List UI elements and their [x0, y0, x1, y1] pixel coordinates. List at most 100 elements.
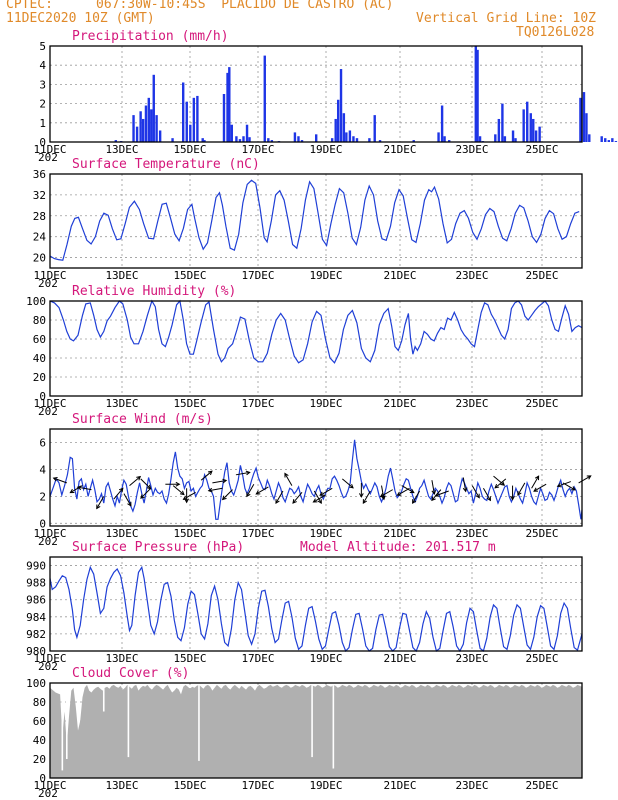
precipitation-bar [147, 97, 150, 142]
wind-arrow-head [255, 490, 261, 495]
temperature-y-tick: 20 [33, 252, 46, 265]
precipitation-x-tick: 17DEC [241, 143, 274, 156]
precipitation-bar [293, 132, 297, 142]
precipitation-bar [585, 113, 588, 142]
wind-arrow-head [462, 487, 468, 493]
precipitation-x-tick: 15DEC [173, 143, 206, 156]
precipitation-bar [114, 140, 118, 142]
wind-y-tick: 6 [39, 436, 46, 449]
cloud-cover-x-tick: 11DEC [33, 779, 66, 792]
precipitation-bar [582, 92, 586, 142]
precipitation-bar [235, 136, 238, 142]
cloud-cover-x-tick: 19DEC [309, 779, 342, 792]
wind-arrow-head [222, 478, 228, 484]
wind-arrow-head [431, 490, 437, 496]
header-run: 11DEC2020 10Z (GMT) [6, 11, 155, 26]
pressure-x-tick: 17DEC [241, 652, 274, 665]
wind-arrow-head [182, 495, 188, 500]
precipitation-bar [538, 126, 541, 142]
precipitation-bar [443, 136, 446, 142]
precipitation-y-tick: 0 [39, 136, 46, 149]
pressure-x-tick: 23DEC [455, 652, 488, 665]
wind-arrow-head [52, 477, 58, 482]
precipitation-bar [588, 134, 591, 142]
temperature-title: Surface Temperature (nC) [72, 157, 260, 172]
wind-arrow-head [207, 487, 213, 493]
pressure-x-tick: 25DEC [525, 652, 558, 665]
precipitation-bar [474, 46, 477, 142]
precipitation-bar [514, 138, 517, 142]
wind-arrow [246, 483, 255, 497]
precipitation-bar [352, 136, 355, 142]
wind-line [49, 439, 583, 520]
humidity-x-tick: 11DEC [33, 397, 66, 410]
precipitation-bar [192, 97, 196, 142]
precipitation-bar [144, 105, 148, 142]
precipitation-bar [342, 113, 346, 142]
cloud-cover-y-tick: 0 [39, 772, 46, 785]
wind-arrow-head [184, 498, 189, 504]
temperature-x-tick: 19DEC [309, 269, 342, 282]
wind-x-tick: 25DEC [525, 527, 558, 540]
precipitation-bar [412, 140, 415, 142]
humidity-y-tick: 0 [39, 390, 46, 403]
wind-arrow-head [517, 491, 522, 496]
pressure-y-tick: 990 [26, 560, 46, 573]
wind-arrow [431, 480, 435, 495]
precipitation-x-tick: 11DEC [33, 143, 66, 156]
precipitation-bar [330, 138, 334, 142]
wind-arrow [208, 487, 223, 492]
humidity-x-tick: 13DEC [105, 397, 138, 410]
wind-arrow [381, 485, 385, 500]
precipitation-x-tick: 13DEC [105, 143, 138, 156]
temperature-y-tick: 24 [33, 231, 47, 244]
wind-arrow-head [140, 494, 145, 499]
precipitation-bar [600, 136, 603, 142]
wind-arrow [313, 494, 326, 503]
precipitation-bar [529, 113, 532, 142]
wind-arrow [96, 496, 105, 509]
wind-arrow [53, 477, 67, 484]
precipitation-bar [238, 139, 242, 142]
precipitation-year-fragment: 202 [38, 151, 58, 164]
wind-arrow-head [379, 492, 385, 498]
pressure-y-tick: 988 [26, 577, 46, 590]
wind-arrow-head [349, 483, 354, 489]
wind-arrow-head [412, 499, 417, 504]
humidity-x-tick: 21DEC [383, 397, 416, 410]
wind-arrow [77, 486, 92, 491]
wind-y-tick: 2 [39, 490, 46, 503]
cloud-cover-y-tick: 20 [33, 753, 46, 766]
precipitation-bar [132, 115, 135, 142]
wind-arrow [140, 487, 152, 499]
cloud-cover-y-tick: 100 [26, 677, 46, 690]
cloud-cover-x-tick: 21DEC [383, 779, 416, 792]
wind-x-tick: 23DEC [455, 527, 488, 540]
pressure-y-tick: 986 [26, 594, 46, 607]
humidity-x-tick: 19DEC [309, 397, 342, 410]
precipitation-bar [203, 140, 206, 142]
temperature-x-tick: 17DEC [241, 269, 274, 282]
wind-arrow-head [586, 475, 592, 480]
humidity-x-tick: 17DEC [241, 397, 274, 410]
precipitation-bar [158, 130, 162, 142]
humidity-frame [49, 300, 583, 397]
precipitation-bar [201, 138, 204, 142]
precipitation-bar [185, 101, 188, 142]
temperature-line [49, 179, 580, 261]
wind-arrow [483, 488, 491, 501]
wind-frame [49, 428, 583, 527]
wind-arrow-head [221, 495, 227, 501]
wind-arrow [140, 478, 151, 490]
wind-arrow [113, 488, 124, 500]
wind-arrow [275, 490, 284, 504]
precipitation-bar [497, 118, 501, 142]
wind-x-tick: 11DEC [33, 527, 66, 540]
precipitation-x-tick: 19DEC [309, 143, 342, 156]
pressure-frame [49, 556, 583, 652]
wind-arrow [341, 478, 354, 489]
wind-arrow [493, 475, 505, 486]
wind-y-tick: 0 [39, 517, 46, 530]
wind-arrow-head [136, 475, 142, 481]
